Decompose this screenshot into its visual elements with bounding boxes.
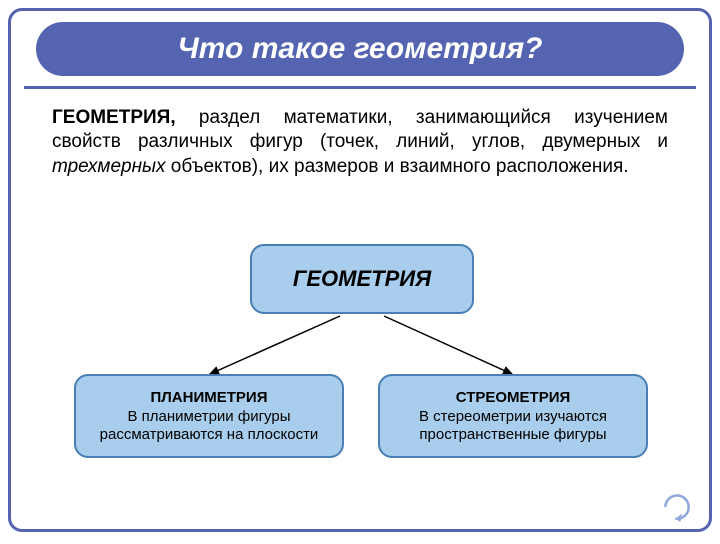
node-root-label: ГЕОМЕТРИЯ — [293, 266, 431, 292]
page-title: Что такое геометрия? — [178, 32, 543, 66]
title-underline — [24, 86, 696, 89]
definition-lead: ГЕОМЕТРИЯ, — [52, 107, 176, 128]
node-planimetry-title: ПЛАНИМЕТРИЯ — [151, 389, 268, 406]
node-stereometry: СТРЕОМЕТРИЯ В стереометрии изучаются про… — [378, 374, 648, 458]
next-arrow-icon[interactable] — [660, 492, 694, 522]
node-planimetry: ПЛАНИМЕТРИЯ В планиметрии фигуры рассмат… — [74, 374, 344, 458]
node-stereometry-title: СТРЕОМЕТРИЯ — [456, 389, 571, 406]
definition-paragraph: ГЕОМЕТРИЯ, раздел математики, занимающий… — [52, 106, 668, 179]
body-text: ГЕОМЕТРИЯ, раздел математики, занимающий… — [52, 106, 668, 179]
node-planimetry-desc: В планиметрии фигуры рассматриваются на … — [88, 408, 330, 444]
node-stereometry-desc: В стереометрии изучаются пространственны… — [392, 408, 634, 444]
definition-part2: объектов), их размеров и взаимного распо… — [166, 156, 629, 177]
node-root: ГЕОМЕТРИЯ — [250, 244, 474, 314]
title-pill: Что такое геометрия? — [36, 22, 684, 76]
definition-italic: трехмерных — [52, 156, 166, 177]
